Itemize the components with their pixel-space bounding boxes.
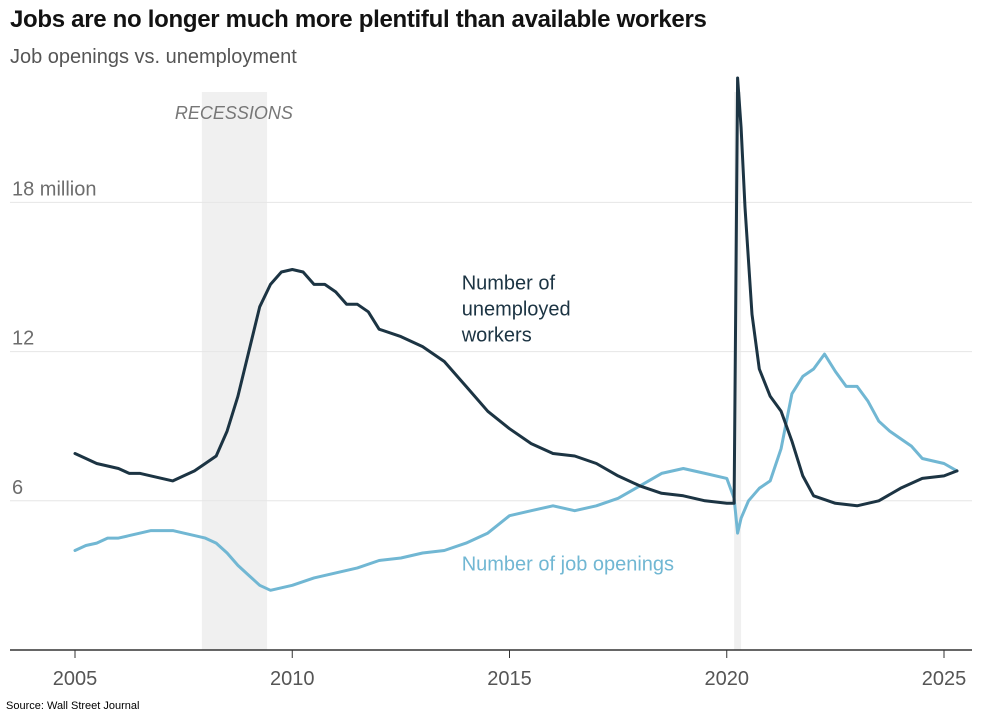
recession-label: RECESSIONS [175, 103, 293, 123]
chart-subtitle: Job openings vs. unemployment [10, 46, 297, 68]
series-lines [73, 76, 959, 592]
series-label: Number of job openings [462, 553, 674, 575]
y-tick-label: 6 [12, 477, 23, 499]
x-tick-label: 2025 [922, 668, 967, 690]
chart-title: Jobs are no longer much more plentiful t… [10, 6, 707, 33]
series-line [73, 76, 959, 508]
gridlines: 6 12 18 million [10, 178, 972, 502]
series-label: Number of unemployed workers [461, 272, 571, 346]
series-labels: Number of unemployed workers Number of job … [461, 272, 674, 575]
recession-band [734, 92, 742, 650]
y-tick-label: 18 million [12, 178, 96, 200]
y-tick-label: 12 [12, 328, 34, 350]
x-tick-label: 2010 [270, 668, 315, 690]
recession-band [201, 92, 268, 650]
source-note: Source: Wall Street Journal [6, 700, 140, 712]
x-tick-label: 2020 [705, 668, 750, 690]
series-line [73, 352, 959, 592]
x-tick-label: 2015 [487, 668, 532, 690]
x-axis: 2005 2010 2015 2020 2025 [10, 649, 972, 690]
x-tick-label: 2005 [53, 668, 98, 690]
recession-bands: RECESSIONS [175, 92, 742, 650]
